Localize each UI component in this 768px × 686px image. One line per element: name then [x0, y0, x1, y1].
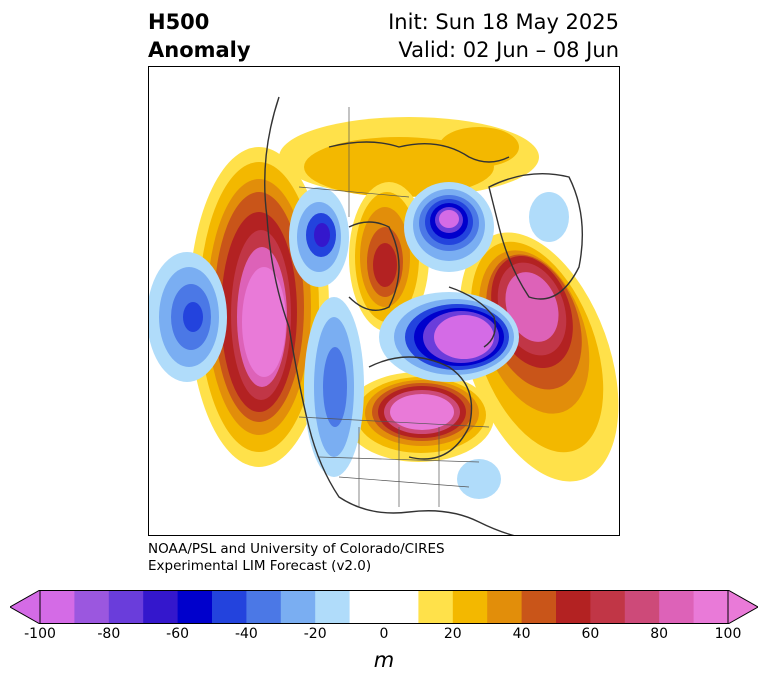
colorbar-tick-label: 100	[714, 626, 742, 642]
map-dates: Init: Sun 18 May 2025 Valid: 02 Jun – 08…	[388, 8, 619, 64]
colorbar-swatch	[418, 590, 454, 624]
colorbar-swatch	[487, 590, 523, 624]
colorbar-swatch	[624, 590, 660, 624]
credit-text: NOAA/PSL and University of Colorado/CIRE…	[148, 541, 445, 575]
colorbar-swatch	[556, 590, 591, 624]
colorbar-tick-label: 80	[650, 626, 669, 642]
colorbar-tick-label: -20	[303, 626, 327, 642]
colorbar-swatch	[384, 590, 419, 624]
positive-anomaly-west-coast	[189, 147, 329, 467]
colorbar-tick-label: 60	[581, 626, 600, 642]
colorbar-tick-label: 40	[512, 626, 531, 642]
anomaly-map-svg	[149, 96, 619, 535]
colorbar-swatch	[315, 590, 351, 624]
colorbar-swatch	[108, 590, 144, 624]
colorbar-swatch	[177, 590, 213, 624]
colorbar-units: m	[373, 648, 395, 672]
colorbar-extend-high	[727, 589, 760, 625]
colorbar-swatch	[74, 590, 110, 624]
valid-range: Valid: 02 Jun – 08 Jun	[398, 38, 619, 62]
colorbar-tick-label: 20	[443, 626, 462, 642]
colorbar-swatch	[40, 590, 75, 624]
colorbar-tick-label: -40	[234, 626, 258, 642]
coastlines	[264, 96, 583, 535]
colorbar-swatch	[280, 590, 316, 624]
negative-anomaly-gulf	[457, 459, 501, 499]
title-variable: H500	[148, 10, 210, 34]
negative-anomaly-baffin	[404, 182, 494, 272]
positive-anomaly-atlantic	[459, 232, 619, 482]
colorbar-swatch	[693, 590, 729, 624]
negative-anomaly-rockies	[289, 187, 364, 477]
positive-anomaly-great-lakes	[344, 372, 494, 462]
colorbar-tick-labels: -100 -80 -60 -40 -20 0 20 40 60 80 100	[0, 626, 768, 646]
map-title: H500 Anomaly	[148, 8, 251, 64]
anomaly-map	[148, 66, 620, 536]
negative-anomaly-pacific	[149, 252, 227, 382]
colorbar-swatch	[212, 590, 247, 624]
negative-anomaly-labrador	[379, 292, 519, 382]
colorbar-tick-label: -80	[97, 626, 121, 642]
colorbar-swatch	[349, 590, 385, 624]
colorbar-extend-low	[8, 589, 41, 625]
colorbar-tick-label: -60	[166, 626, 190, 642]
political-borders	[298, 107, 490, 507]
positive-anomaly-northern-band	[279, 117, 539, 197]
colorbar-svg	[8, 589, 760, 625]
colorbar-swatch	[521, 590, 557, 624]
colorbar-swatch	[659, 590, 695, 624]
colorbar	[8, 589, 760, 625]
colorbar-swatch	[246, 590, 282, 624]
credit-line-2: Experimental LIM Forecast (v2.0)	[148, 558, 372, 574]
credit-line-1: NOAA/PSL and University of Colorado/CIRE…	[148, 541, 445, 557]
colorbar-swatch	[143, 590, 179, 624]
colorbar-swatch	[452, 590, 488, 624]
colorbar-border	[39, 590, 729, 624]
colorbar-tick-label: 0	[379, 626, 389, 642]
colorbar-swatch	[590, 590, 626, 624]
init-date: Init: Sun 18 May 2025	[388, 10, 619, 34]
title-field: Anomaly	[148, 38, 251, 62]
negative-anomaly-greenland	[529, 192, 569, 242]
colorbar-tick-label: -100	[24, 626, 56, 642]
